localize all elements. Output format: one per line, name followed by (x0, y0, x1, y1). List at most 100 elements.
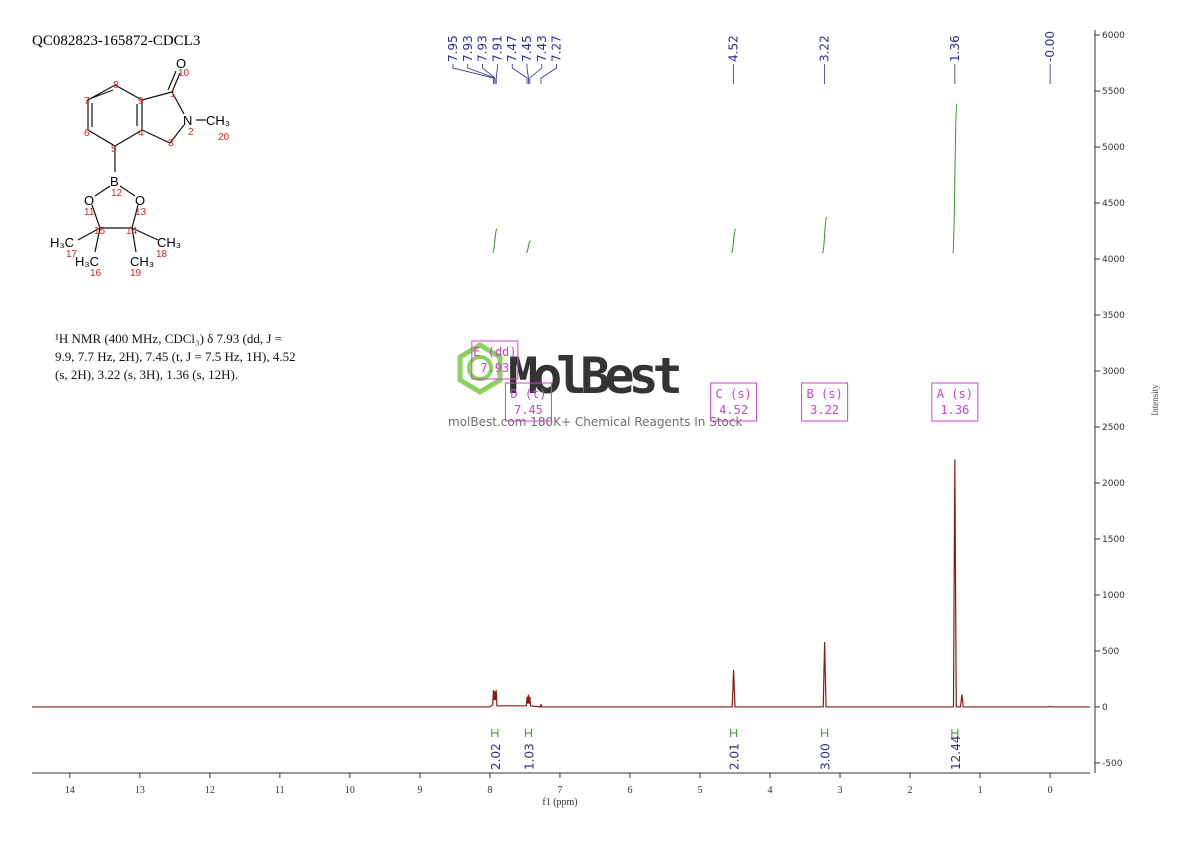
peak-connector (495, 64, 498, 84)
y-tick-label: 5000 (1102, 143, 1125, 153)
multiplet-box (801, 382, 849, 422)
atom: O (176, 56, 186, 71)
peak-connector (452, 64, 494, 84)
atom-number: 19 (130, 268, 142, 279)
x-tick-label: 9 (417, 785, 422, 796)
spectrum-line (32, 459, 1090, 708)
y-tick-label: 1000 (1102, 591, 1125, 601)
watermark-tagline: molBest.com 180K+ Chemical Reagents In S… (448, 415, 742, 429)
atom-number: 1 (170, 89, 176, 100)
y-tick-label: 4000 (1102, 255, 1125, 265)
atom-number: 13 (135, 207, 147, 218)
y-tick-label: 500 (1102, 647, 1119, 657)
x-axis-label: f1 (ppm) (542, 797, 577, 808)
peak-connector (526, 64, 529, 84)
y-tick-label: 2500 (1102, 423, 1125, 433)
y-tick-label: 5500 (1102, 87, 1125, 97)
structure-bonds (77, 70, 206, 253)
watermark: MolBest molBest.com 180K+ Chemical Reage… (448, 342, 742, 429)
integral-bracket (491, 729, 499, 737)
peak-label: 7.45 (520, 35, 534, 62)
chart-title: QC082823-165872-CDCL3 (32, 33, 200, 49)
x-tick-label: 0 (1048, 785, 1053, 796)
atom-number: 20 (218, 132, 230, 143)
atom-number: 7 (84, 96, 90, 107)
integral-label: 2.02 (489, 743, 503, 770)
y-tick-label: 3000 (1102, 367, 1125, 377)
atom-number: 6 (84, 128, 90, 139)
peak-label: 1.36 (948, 35, 962, 62)
atom-number: 10 (178, 68, 190, 79)
multiplet-box (471, 340, 519, 380)
structure-atoms: O N CH₃ B O O H₃C H₃C CH₃ CH₃ 10 8 9 1 2… (50, 56, 230, 279)
x-tick-label: 12 (205, 785, 215, 796)
y-tick-label: 2000 (1102, 479, 1125, 489)
atom-number: 12 (111, 188, 123, 199)
peak-connector (511, 64, 528, 84)
atom: CH₃ (157, 235, 181, 250)
integral-curve (492, 228, 498, 254)
watermark-logo (457, 342, 503, 395)
atom-number: 3 (168, 138, 174, 149)
multiplet-label: A (s) (937, 387, 973, 401)
peak-label: -0.00 (1043, 31, 1057, 62)
multiplet-label: E (dd) (473, 345, 516, 359)
watermark-brand: MolBest (508, 347, 680, 405)
peak-connector (467, 64, 496, 84)
x-tick-label: 7 (557, 785, 562, 796)
x-tick-label: 11 (275, 785, 285, 796)
x-tick-label: 13 (135, 785, 145, 796)
peak-label: 7.91 (490, 35, 504, 62)
integral-curve (731, 228, 737, 254)
atom: N (183, 113, 192, 128)
x-tick-label: 10 (345, 785, 355, 796)
integral-label: 2.01 (728, 743, 742, 770)
integral-label: 3.00 (819, 743, 833, 770)
integral-bracket (730, 729, 738, 737)
multiplet-label: D (t) (510, 387, 546, 401)
atom: H₃C (75, 254, 99, 269)
x-tick-label: 5 (697, 785, 702, 796)
y-tick-label: 1500 (1102, 535, 1125, 545)
integral-bracket (821, 729, 829, 737)
peak-label: 7.27 (550, 35, 564, 62)
peak-connector (529, 64, 543, 84)
multiplet-box (710, 382, 758, 422)
integral-label: 1.03 (522, 743, 536, 770)
description: ¹H NMR (400 MHz, CDCl₃) δ 7.93 (dd, J = … (55, 331, 296, 382)
multiplet-shift: 4.52 (719, 403, 748, 417)
x-tick-label: 14 (65, 785, 75, 796)
x-tick-label: 8 (487, 785, 492, 796)
atom-number: 9 (138, 96, 144, 107)
multiplet-box (504, 382, 552, 422)
y-tick-label: 4500 (1102, 199, 1125, 209)
y-tick-label: 6000 (1102, 31, 1125, 41)
peak-label: 7.93 (461, 35, 475, 62)
integral-bracket (524, 729, 532, 737)
y-tick-label: -500 (1102, 759, 1123, 769)
atom-number: 11 (84, 207, 95, 218)
peak-label: 7.93 (476, 35, 490, 62)
x-tick-label: 4 (768, 785, 773, 796)
y-tick-label: 3500 (1102, 311, 1125, 321)
y-tick-label: 0 (1102, 703, 1108, 713)
integral-curve (952, 103, 958, 254)
peak-label: 4.52 (727, 35, 741, 62)
multiplet-shift: 3.22 (810, 403, 839, 417)
peak-label: 7.43 (535, 35, 549, 62)
peak-connector (540, 64, 557, 84)
atom: CH₃ (130, 254, 154, 269)
peak-label: 3.22 (818, 35, 832, 62)
multiplet-label: C (s) (716, 387, 752, 401)
atom: O (84, 193, 94, 208)
peak-label: 7.95 (446, 35, 460, 62)
atom: B (110, 174, 119, 189)
peak-label: 7.47 (505, 35, 519, 62)
y-axis-label: Intensity (1150, 384, 1160, 416)
integral-curve (822, 216, 828, 254)
atom-number: 16 (90, 268, 102, 279)
multiplet-box (931, 382, 979, 422)
atom: H₃C (50, 235, 74, 250)
